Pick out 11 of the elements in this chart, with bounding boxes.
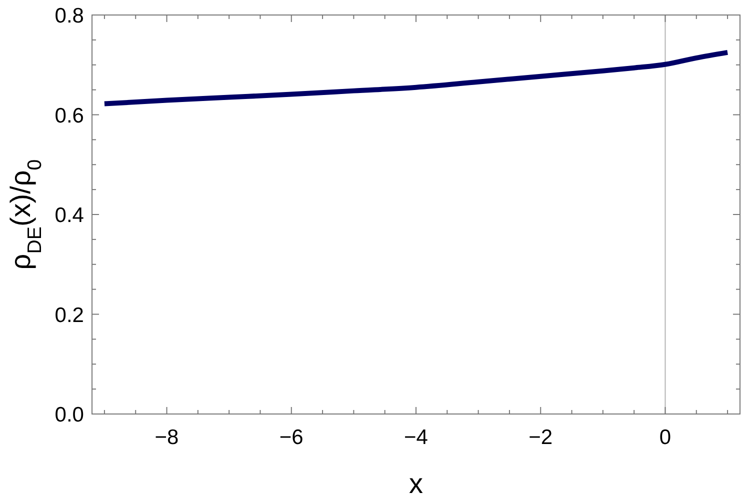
y-tick-label: 0.0 [54, 404, 84, 427]
x-tick-label: −6 [279, 426, 304, 449]
x-tick-label: −4 [404, 426, 428, 449]
y-tick-label: 0.2 [54, 304, 84, 327]
x-axis-title: x [409, 468, 423, 499]
x-tick-label: −2 [528, 426, 553, 449]
y-tick-label: 0.4 [54, 204, 84, 228]
y-tick-label: 0.8 [54, 4, 84, 28]
y-tick-label: 0.6 [54, 104, 84, 128]
x-tick-label: 0 [659, 426, 672, 449]
x-tick-label: −8 [154, 426, 179, 449]
